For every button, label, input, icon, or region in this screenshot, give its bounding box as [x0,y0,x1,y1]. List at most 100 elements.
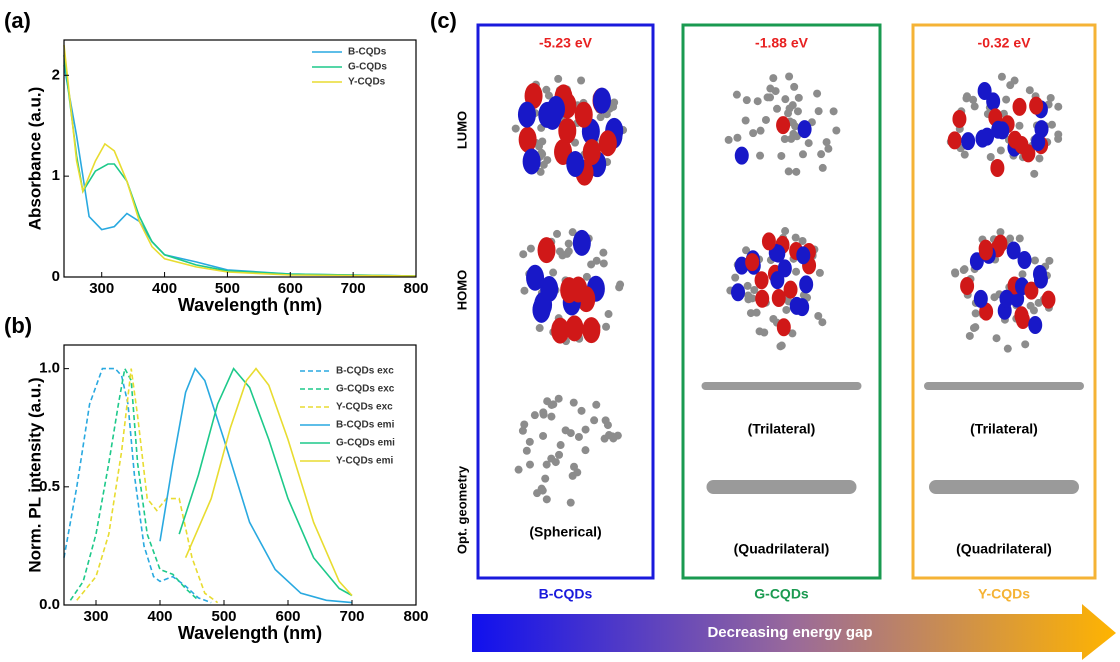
atom [1030,170,1038,178]
orbital [993,235,1007,253]
atom [543,461,551,469]
orbital [777,318,791,336]
panel-label: (b) [4,313,32,338]
atom [556,247,564,255]
atom [554,75,562,83]
atom [562,426,570,434]
atom [766,85,774,93]
orbital [1041,291,1055,309]
atom [961,151,969,159]
atom [578,407,586,415]
orbital [538,237,556,263]
orbital [755,290,769,308]
energy-label: -1.88 eV [755,35,809,51]
atom [592,401,600,409]
atom [531,411,539,419]
atom [601,435,609,443]
atom [605,310,613,318]
atom [744,282,752,290]
atom [817,150,825,158]
atom [520,420,528,428]
atom [794,107,802,115]
series-line [179,369,352,596]
y-axis-label: Norm. PL intensity (a.u.) [25,377,44,572]
atom [581,446,589,454]
geometry-caption: (Trilateral) [748,421,816,437]
atom [787,135,795,143]
atom [818,318,826,326]
orbital [575,102,593,128]
atom [756,327,764,335]
atom [541,475,549,483]
orbital [534,292,552,318]
series-line [64,369,211,603]
atom [1048,121,1056,129]
geometry-caption: (Quadrilateral) [734,541,830,557]
x-axis-label: Wavelength (nm) [178,623,322,643]
series-line [64,65,416,276]
energy-label: -0.32 eV [978,35,1032,51]
atom [832,127,840,135]
x-tick-label: 300 [89,280,114,297]
atom [993,334,1001,342]
x-tick-label: 700 [339,608,364,625]
atom [1019,270,1027,278]
atom [543,495,551,503]
orbital [1013,98,1027,116]
atom [813,90,821,98]
atom [567,499,575,507]
x-tick-label: 800 [403,608,428,625]
atom [549,269,557,277]
panel-label: (c) [430,8,457,33]
series-line [64,55,416,276]
atom [602,416,610,424]
orbital [980,128,994,146]
atom [749,129,757,137]
atom [754,97,762,105]
orbital [593,88,611,114]
orbital [523,148,541,174]
atom [998,73,1006,81]
atom [1054,103,1062,111]
series-line [186,369,352,596]
atom [987,153,995,161]
orbital [776,116,790,134]
orbital [551,318,569,344]
orbital [526,265,544,291]
orbital [995,121,1009,139]
atom [785,167,793,175]
energy-label: -5.23 eV [539,35,593,51]
y-tick-label: 2 [52,66,60,83]
atom [610,98,618,106]
atom [543,156,551,164]
atom [733,91,741,99]
atom [577,76,585,84]
x-tick-label: 400 [152,280,177,297]
atom [972,309,980,317]
atom [997,146,1005,154]
column-name: Y-CQDs [978,586,1030,602]
orbital [731,283,745,301]
arrow-label: Decreasing energy gap [707,624,872,641]
orbital [518,102,536,128]
atom [757,127,765,135]
orbital [798,120,812,138]
atom [590,416,598,424]
y-tick-label: 1.0 [39,360,60,377]
atom [777,152,785,160]
atom [597,113,605,121]
orbital [582,317,600,343]
legend-label: G-CQDs emi [336,438,395,449]
legend-label: Y-CQDs exc [336,402,393,413]
orbital [979,240,993,258]
atom [816,269,824,277]
atom [600,259,608,267]
orbital [599,130,617,156]
atom [519,250,527,258]
atom [553,230,561,238]
atom [563,250,571,258]
atom [1031,256,1039,264]
atom [539,432,547,440]
atom [555,451,563,459]
atom [733,134,741,142]
